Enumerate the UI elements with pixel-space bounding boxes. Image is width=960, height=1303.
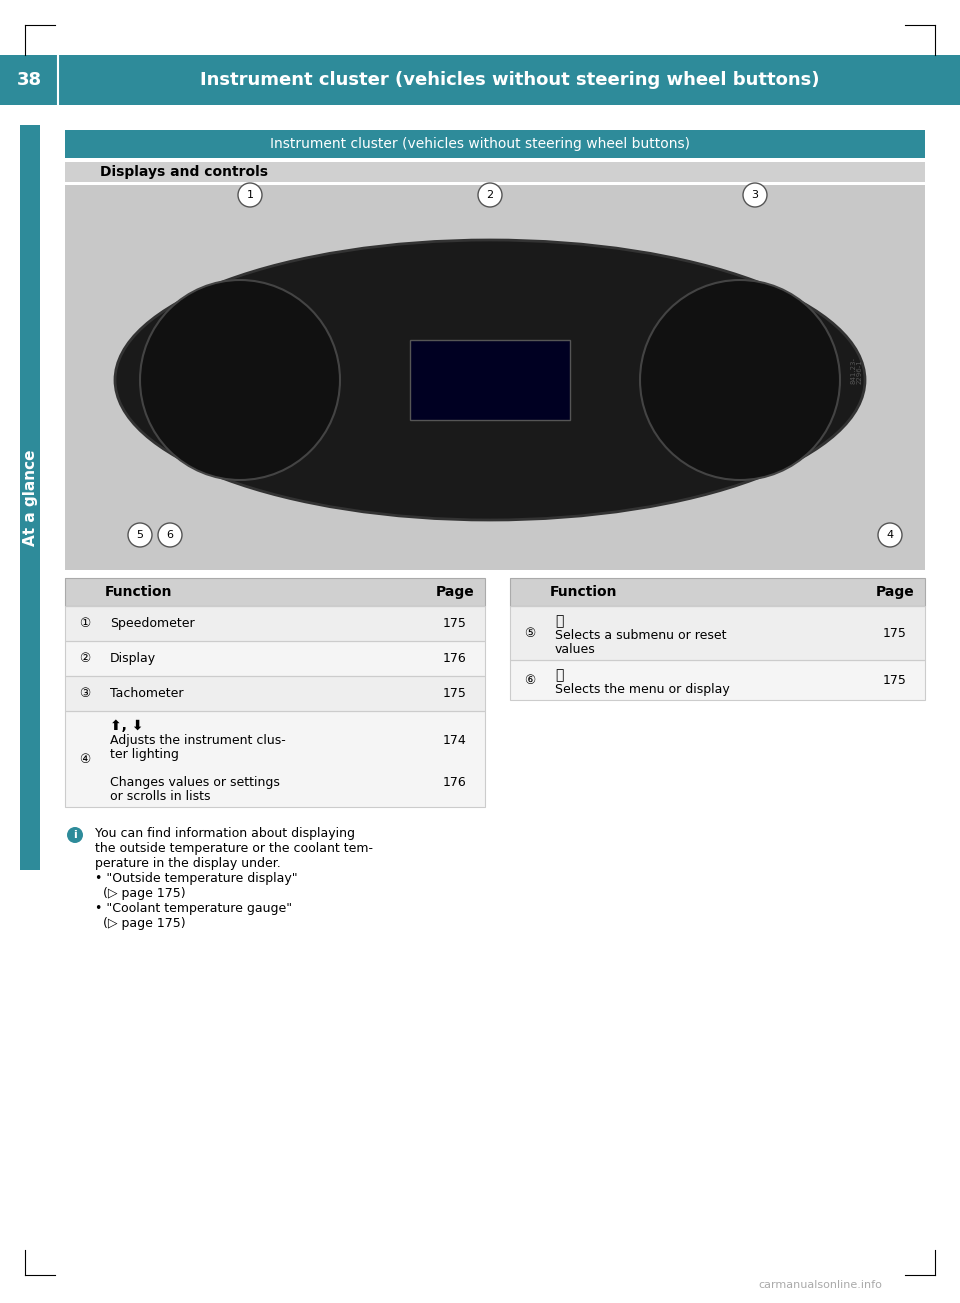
Text: (▷ page 175): (▷ page 175) xyxy=(95,887,185,900)
Text: the outside temperature or the coolant tem-: the outside temperature or the coolant t… xyxy=(95,842,373,855)
Bar xyxy=(65,641,485,676)
Text: Displays and controls: Displays and controls xyxy=(100,165,268,179)
Circle shape xyxy=(743,182,767,207)
Text: 175: 175 xyxy=(883,674,907,687)
Text: (▷ page 175): (▷ page 175) xyxy=(95,917,185,930)
Bar xyxy=(510,606,925,661)
Bar xyxy=(65,162,925,182)
Text: 3: 3 xyxy=(752,190,758,199)
Text: Changes values or settings: Changes values or settings xyxy=(110,775,280,788)
Bar xyxy=(410,340,570,420)
Text: perature in the display under.: perature in the display under. xyxy=(95,857,280,870)
Circle shape xyxy=(640,280,840,480)
Text: carmanualsonline.info: carmanualsonline.info xyxy=(758,1280,882,1290)
Text: Adjusts the instrument clus-: Adjusts the instrument clus- xyxy=(110,734,286,747)
Text: values: values xyxy=(555,642,596,655)
Bar xyxy=(510,606,925,661)
Bar xyxy=(65,579,485,606)
Text: • "Coolant temperature gauge": • "Coolant temperature gauge" xyxy=(95,902,292,915)
Text: • "Outside temperature display": • "Outside temperature display" xyxy=(95,872,298,885)
Text: ②: ② xyxy=(80,652,90,665)
Circle shape xyxy=(140,280,340,480)
Text: Function: Function xyxy=(105,585,173,599)
Bar xyxy=(65,130,925,158)
Text: ter lighting: ter lighting xyxy=(110,748,179,761)
Text: Instrument cluster (vehicles without steering wheel buttons): Instrument cluster (vehicles without ste… xyxy=(270,137,690,151)
Bar xyxy=(65,711,485,807)
Text: 175: 175 xyxy=(444,687,467,700)
Text: 1: 1 xyxy=(247,190,253,199)
Text: You can find information about displaying: You can find information about displayin… xyxy=(95,827,355,840)
Bar xyxy=(65,676,485,711)
Text: 175: 175 xyxy=(444,618,467,629)
Ellipse shape xyxy=(115,240,865,520)
Text: or scrolls in lists: or scrolls in lists xyxy=(110,790,210,803)
Text: ③: ③ xyxy=(80,687,90,700)
Text: At a glance: At a glance xyxy=(22,450,37,546)
Circle shape xyxy=(128,523,152,547)
Text: 38: 38 xyxy=(16,70,41,89)
Bar xyxy=(510,661,925,700)
Text: ①: ① xyxy=(80,618,90,629)
Text: 176: 176 xyxy=(444,652,467,665)
Text: Selects a submenu or reset: Selects a submenu or reset xyxy=(555,628,727,641)
Bar xyxy=(20,125,40,870)
Bar xyxy=(65,641,485,676)
Text: 176: 176 xyxy=(444,775,467,788)
Text: ⬆, ⬇: ⬆, ⬇ xyxy=(110,719,143,734)
Bar xyxy=(65,185,925,569)
Bar xyxy=(65,711,485,807)
Bar xyxy=(510,579,925,606)
Bar xyxy=(65,676,485,711)
Bar xyxy=(0,55,58,106)
Text: Ⓡ: Ⓡ xyxy=(555,614,564,628)
Text: 2: 2 xyxy=(487,190,493,199)
Text: i: i xyxy=(73,830,77,840)
Text: Ⓡ: Ⓡ xyxy=(555,668,564,681)
Text: 4: 4 xyxy=(886,530,894,539)
Bar xyxy=(65,606,485,641)
Text: ⑥: ⑥ xyxy=(524,674,536,687)
Text: Selects the menu or display: Selects the menu or display xyxy=(555,683,730,696)
Bar xyxy=(510,579,925,606)
Text: 174: 174 xyxy=(444,734,467,747)
Text: 175: 175 xyxy=(883,627,907,640)
Text: 841.23-
2296-1: 841.23- 2296-1 xyxy=(850,357,863,383)
Text: Instrument cluster (vehicles without steering wheel buttons): Instrument cluster (vehicles without ste… xyxy=(201,70,820,89)
Circle shape xyxy=(478,182,502,207)
Text: Page: Page xyxy=(436,585,474,599)
Text: ⑤: ⑤ xyxy=(524,627,536,640)
Text: Tachometer: Tachometer xyxy=(110,687,183,700)
Text: ④: ④ xyxy=(80,753,90,765)
Circle shape xyxy=(878,523,902,547)
Text: Display: Display xyxy=(110,652,156,665)
Bar xyxy=(65,606,485,641)
Text: 6: 6 xyxy=(166,530,174,539)
Bar xyxy=(0,55,960,106)
Text: Speedometer: Speedometer xyxy=(110,618,195,629)
Text: Function: Function xyxy=(550,585,617,599)
Circle shape xyxy=(238,182,262,207)
Text: Page: Page xyxy=(876,585,914,599)
Bar xyxy=(65,579,485,606)
Circle shape xyxy=(158,523,182,547)
Circle shape xyxy=(67,827,83,843)
Text: 5: 5 xyxy=(136,530,143,539)
Bar xyxy=(510,661,925,700)
